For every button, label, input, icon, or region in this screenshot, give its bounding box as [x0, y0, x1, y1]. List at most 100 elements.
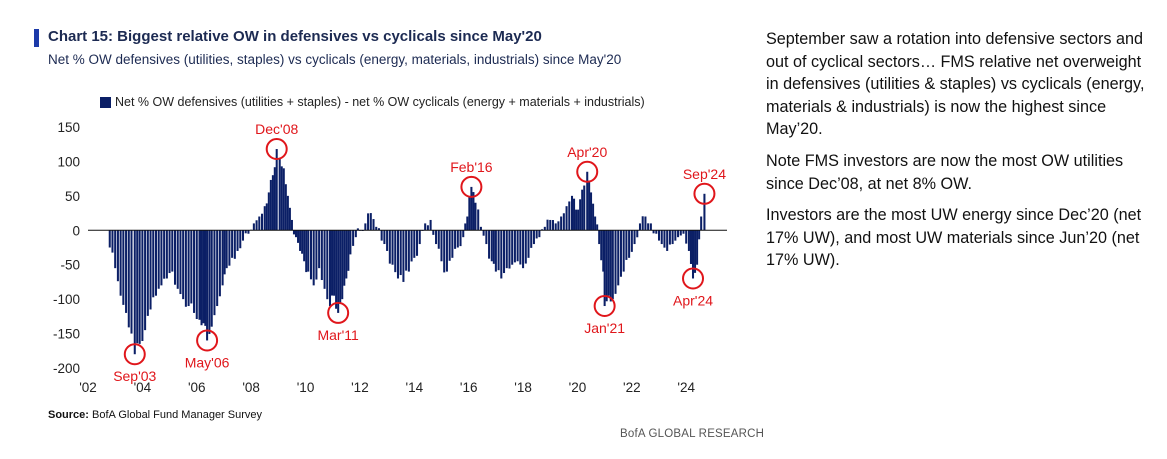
chart-bar	[241, 230, 245, 241]
chart-bar	[636, 230, 639, 238]
annotation-circle	[327, 301, 350, 324]
chart-bar	[541, 229, 544, 231]
chart-bar	[267, 192, 270, 231]
x-tick-label: '04	[134, 380, 152, 395]
chart-bar	[685, 230, 688, 244]
chart-bar	[698, 230, 701, 240]
chart-bar	[445, 230, 448, 272]
chart-bar	[218, 230, 221, 297]
x-tick-label: '14	[406, 380, 424, 395]
chart-bar	[557, 221, 560, 231]
annotation-circle	[460, 175, 483, 198]
chart-bar	[429, 219, 432, 231]
y-tick-label: 150	[57, 120, 80, 135]
chart-bar	[581, 189, 584, 231]
chart-bar	[146, 230, 149, 316]
chart-bar	[666, 230, 669, 251]
chart-bar	[216, 230, 219, 307]
chart-bar	[527, 230, 530, 258]
chart-bar	[677, 230, 680, 238]
chart-bar	[492, 230, 495, 264]
chart-bar	[696, 230, 699, 265]
chart-bar	[549, 219, 552, 231]
chart-bar	[485, 230, 488, 245]
chart-bar	[437, 230, 440, 249]
chart-bar	[614, 230, 617, 294]
chart-subtitle: Net % OW defensives (utilities, staples)…	[48, 52, 622, 67]
chart-bar	[141, 230, 144, 341]
x-tick-label: '16	[460, 380, 478, 395]
chart-bar	[448, 230, 451, 261]
chart-bar	[122, 230, 125, 305]
chart-bar	[200, 230, 203, 326]
chart-bar	[333, 230, 336, 296]
chart-bar	[511, 230, 514, 265]
chart-bar	[144, 230, 147, 331]
commentary-panel: September saw a rotation into defensive …	[766, 28, 1146, 281]
chart-bar	[622, 230, 625, 272]
chart-title: Chart 15: Biggest relative OW in defensi…	[48, 28, 542, 45]
chart-bar	[435, 230, 438, 245]
chart-bar	[488, 230, 491, 259]
chart-bar	[213, 230, 216, 316]
chart-bar	[352, 230, 355, 246]
x-tick-label: '10	[297, 380, 315, 395]
chart-bar	[210, 230, 213, 327]
chart-bar	[354, 230, 357, 238]
chart-bar	[364, 223, 367, 231]
chart-bar	[462, 230, 465, 238]
chart-bar	[190, 230, 193, 304]
annotation-label: Sep'03	[113, 368, 156, 384]
chart-bar	[204, 230, 207, 326]
chart-bar	[356, 228, 359, 231]
chart-bar	[575, 209, 578, 231]
x-tick-label: '22	[623, 380, 641, 395]
chart-bar	[524, 230, 527, 264]
chart-bar	[339, 230, 342, 304]
chart-bar	[568, 201, 571, 231]
chart-bar	[125, 230, 128, 313]
chart-bar	[265, 203, 268, 231]
chart-bar	[307, 230, 310, 272]
chart-bar	[331, 230, 334, 296]
chart-bar	[649, 223, 652, 231]
chart-bar	[152, 230, 155, 298]
chart-bar	[586, 171, 589, 231]
chart-bar	[377, 228, 380, 231]
commentary-paragraph-3: Investors are the most UW energy since D…	[766, 206, 1142, 270]
chart-bar	[468, 197, 471, 231]
chart-bar	[136, 230, 139, 344]
chart-bar	[694, 230, 697, 273]
chart-bar	[633, 230, 636, 245]
chart-bar	[130, 230, 133, 334]
chart-bar	[198, 230, 201, 320]
chart-bar	[195, 230, 198, 320]
y-tick-label: 100	[57, 154, 80, 169]
chart-bar	[149, 230, 152, 310]
chart-bar	[343, 230, 346, 286]
chart-bar	[154, 230, 157, 296]
chart-bar	[372, 219, 375, 231]
chart-bar	[472, 192, 475, 231]
y-tick-label: 0	[72, 223, 80, 238]
chart-bar	[119, 230, 122, 296]
chart-bar	[318, 230, 321, 269]
chart-bar	[171, 230, 174, 272]
commentary-paragraph-1: September saw a rotation into defensive …	[766, 30, 1145, 139]
chart-bar	[160, 230, 163, 286]
y-tick-label: -100	[53, 292, 80, 307]
chart-bar	[286, 195, 289, 231]
chart-bar	[405, 230, 408, 271]
chart-bar	[638, 223, 642, 231]
legend-swatch	[100, 96, 111, 108]
chart-bar	[326, 230, 329, 300]
chart-bar	[299, 230, 302, 251]
chart-bar	[127, 230, 130, 328]
chart-bar	[573, 198, 576, 231]
chart-bar	[165, 230, 168, 279]
chart-bar	[206, 230, 209, 341]
chart-bar	[388, 230, 391, 264]
chart-bar	[687, 230, 690, 251]
chart-bar	[275, 149, 278, 231]
chart-bar	[236, 230, 239, 251]
